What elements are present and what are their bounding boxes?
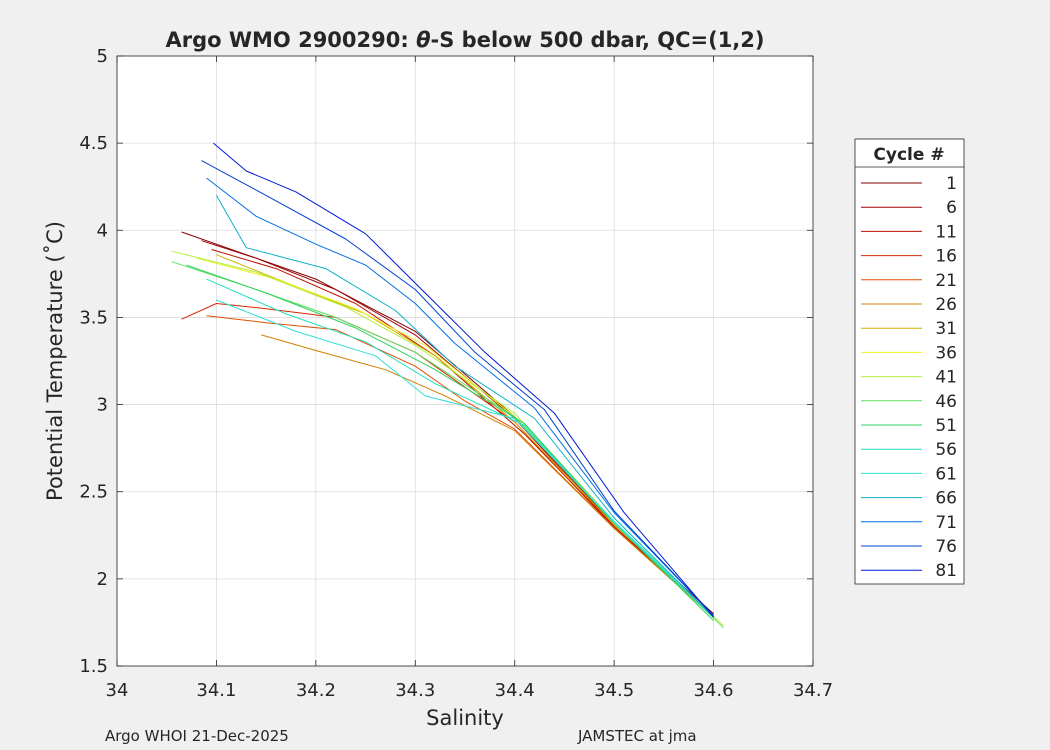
legend-label: 51 xyxy=(935,416,957,436)
series-line-cycle-56 xyxy=(206,278,714,618)
legend-label: 56 xyxy=(935,440,957,460)
y-tick-label: 5 xyxy=(97,46,108,67)
plot-area xyxy=(117,56,813,666)
legend-label: 71 xyxy=(935,513,957,533)
legend-label: 36 xyxy=(935,343,957,363)
legend-label: 31 xyxy=(935,319,957,339)
legend-label: 26 xyxy=(935,295,957,315)
x-tick-label: 34 xyxy=(106,680,129,701)
y-tick-label: 4 xyxy=(97,220,108,241)
legend-label: 66 xyxy=(935,489,957,509)
y-tick-label: 2.5 xyxy=(79,482,108,503)
legend-box xyxy=(854,138,965,585)
x-tick-label: 34.2 xyxy=(296,680,336,701)
grid xyxy=(116,55,814,667)
y-tick-label: 2 xyxy=(97,569,108,590)
legend-label: 21 xyxy=(935,271,957,291)
series-line-cycle-26 xyxy=(261,334,714,618)
y-axis-label: Potential Temperature (˚C) xyxy=(43,221,67,501)
legend-title: Cycle # xyxy=(873,145,944,165)
footer-right: JAMSTEC at jma xyxy=(577,727,697,745)
y-tick-label: 4.5 xyxy=(79,133,108,154)
series-line-cycle-71 xyxy=(206,177,714,616)
legend-label: 41 xyxy=(935,368,957,388)
x-axis-label: Salinity xyxy=(426,706,504,730)
x-tick-label: 34.7 xyxy=(793,680,833,701)
legend-label: 16 xyxy=(935,247,957,267)
series-line-cycle-61 xyxy=(216,299,714,618)
legend-label: 6 xyxy=(946,198,957,218)
y-tick-label: 3.5 xyxy=(79,307,108,328)
legend-label: 1 xyxy=(946,174,957,194)
y-tick-label: 1.5 xyxy=(79,656,108,677)
legend-label: 81 xyxy=(935,561,957,581)
series-line-cycle-81 xyxy=(213,142,714,618)
x-tick-label: 34.3 xyxy=(395,680,435,701)
x-tick-label: 34.4 xyxy=(495,680,535,701)
x-tick-label: 34.5 xyxy=(594,680,634,701)
x-axis: 34 34.1 34.2 34.3 34.4 34.5 34.6 34.7 xyxy=(106,56,833,701)
legend-label: 76 xyxy=(935,537,957,557)
plot-frame xyxy=(116,55,814,667)
footer-left: Argo WHOI 21-Dec-2025 xyxy=(105,727,289,745)
series-line-cycle-66 xyxy=(215,195,714,618)
legend-label: 46 xyxy=(935,392,957,412)
series-layer xyxy=(171,142,724,629)
legend-label: 61 xyxy=(935,464,957,484)
series-line-cycle-76 xyxy=(201,160,714,616)
x-tick-label: 34.1 xyxy=(196,680,236,701)
chart-title: Argo WMO 2900290: θ-S below 500 dbar, QC… xyxy=(165,28,764,52)
legend-label: 11 xyxy=(935,222,957,242)
y-tick-label: 3 xyxy=(97,395,108,416)
x-tick-label: 34.6 xyxy=(694,680,734,701)
y-axis: 1.5 2 2.5 3 3.5 4 4.5 5 xyxy=(79,46,813,677)
